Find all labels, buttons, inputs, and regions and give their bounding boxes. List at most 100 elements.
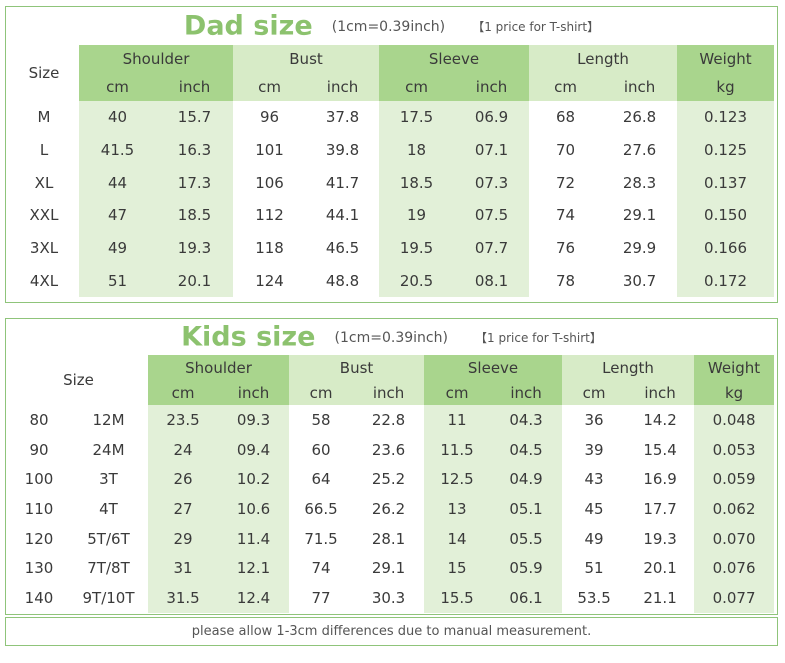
table-cell: 19.3 bbox=[626, 523, 695, 554]
table-row: M 40 15.7 96 37.8 17.5 06.9 68 26.8 0.123 bbox=[9, 101, 775, 134]
dad-header-bust: Bust bbox=[233, 45, 380, 73]
table-cell: 31 bbox=[148, 553, 219, 584]
table-cell: 118 bbox=[233, 231, 307, 265]
table-cell: 70 bbox=[529, 133, 603, 167]
table-cell: 100 bbox=[9, 464, 69, 495]
table-cell: 07.5 bbox=[454, 199, 530, 232]
table-cell: 74 bbox=[529, 199, 603, 232]
table-cell: 12.1 bbox=[218, 553, 290, 584]
table-cell: 18 bbox=[379, 133, 455, 167]
kids-header-unit: kg bbox=[694, 380, 775, 405]
footer-note: please allow 1-3cm differences due to ma… bbox=[191, 624, 592, 639]
table-cell: 23.5 bbox=[148, 405, 219, 435]
table-cell: 15.4 bbox=[626, 434, 695, 465]
kids-header-sleeve: Sleeve bbox=[424, 355, 563, 380]
dad-header-unit: cm bbox=[529, 73, 603, 101]
table-cell: 07.7 bbox=[454, 231, 530, 265]
table-cell: 39 bbox=[562, 434, 627, 465]
table-cell: 23.6 bbox=[353, 434, 425, 465]
table-cell: 14 bbox=[424, 523, 491, 554]
table-row: 80 12M 23.5 09.3 58 22.8 11 04.3 36 14.2 0.048 bbox=[9, 405, 775, 435]
table-cell: 66.5 bbox=[289, 494, 354, 524]
table-row: 130 7T/8T 31 12.1 74 29.1 15 05.9 51 20.1 0.076 bbox=[9, 553, 775, 584]
dad-header-size: Size bbox=[9, 45, 79, 101]
table-cell: 27.6 bbox=[602, 133, 678, 167]
table-row: 3XL 49 19.3 118 46.5 19.5 07.7 76 29.9 0.166 bbox=[9, 231, 775, 265]
table-cell: 0.166 bbox=[677, 231, 775, 265]
table-cell: 72 bbox=[529, 166, 603, 200]
dad-header-sleeve: Sleeve bbox=[379, 45, 530, 73]
table-cell: 49 bbox=[562, 523, 627, 554]
table-cell: 64 bbox=[289, 464, 354, 495]
table-cell: 0.059 bbox=[694, 464, 775, 495]
dad-price-note: 【1 price for T-shirt】 bbox=[472, 19, 600, 34]
table-cell: 120 bbox=[9, 523, 69, 554]
table-cell: 51 bbox=[562, 553, 627, 584]
table-cell: 5T/6T bbox=[69, 523, 149, 554]
table-cell: 17.5 bbox=[379, 101, 455, 134]
table-cell: 106 bbox=[233, 166, 307, 200]
kids-header-size: Size bbox=[9, 355, 149, 405]
kids-price-note: 【1 price for T-shirt】 bbox=[475, 330, 602, 345]
table-cell: 09.3 bbox=[218, 405, 290, 435]
table-cell: 76 bbox=[529, 231, 603, 265]
table-cell: 77 bbox=[289, 583, 354, 613]
table-cell: 25.2 bbox=[353, 464, 425, 495]
table-cell: 44.1 bbox=[306, 199, 380, 232]
dad-header-unit: cm bbox=[233, 73, 307, 101]
table-cell: 08.1 bbox=[454, 264, 530, 298]
table-cell: 60 bbox=[289, 434, 354, 465]
table-row: L 41.5 16.3 101 39.8 18 07.1 70 27.6 0.125 bbox=[9, 133, 775, 167]
table-cell: 29.1 bbox=[353, 553, 425, 584]
table-cell: 0.053 bbox=[694, 434, 775, 465]
dad-header-shoulder: Shoulder bbox=[79, 45, 234, 73]
table-row: XXL 47 18.5 112 44.1 19 07.5 74 29.1 0.150 bbox=[9, 199, 775, 232]
table-cell: 12M bbox=[69, 405, 149, 435]
table-cell: 46.5 bbox=[306, 231, 380, 265]
table-cell: 16.3 bbox=[156, 133, 234, 167]
table-cell: 3T bbox=[69, 464, 149, 495]
table-cell: 124 bbox=[233, 264, 307, 298]
table-cell: 4T bbox=[69, 494, 149, 524]
table-cell: 10.6 bbox=[218, 494, 290, 524]
table-row: 110 4T 27 10.6 66.5 26.2 13 05.1 45 17.7 0.062 bbox=[9, 494, 775, 524]
dad-header-unit: inch bbox=[156, 73, 234, 101]
kids-unit-note: (1cm=0.39inch) bbox=[334, 329, 448, 346]
table-row: 90 24M 24 09.4 60 23.6 11.5 04.5 39 15.4 0.053 bbox=[9, 434, 775, 465]
table-cell: 04.9 bbox=[490, 464, 563, 495]
table-cell: 26.8 bbox=[602, 101, 678, 134]
dad-unit-note: (1cm=0.39inch) bbox=[331, 18, 446, 35]
table-cell: 29.9 bbox=[602, 231, 678, 265]
kids-header-unit: cm bbox=[289, 380, 354, 405]
table-cell: 0.048 bbox=[694, 405, 775, 435]
table-cell: 44 bbox=[79, 166, 156, 200]
table-cell: 31.5 bbox=[148, 583, 219, 613]
table-cell: 27 bbox=[148, 494, 219, 524]
table-cell: 12.5 bbox=[424, 464, 491, 495]
table-cell: 0.062 bbox=[694, 494, 775, 524]
dad-size-table: Size Shoulder Bust Sleeve Length Weight … bbox=[9, 45, 775, 298]
table-cell: 15.5 bbox=[424, 583, 491, 613]
table-cell: 37.8 bbox=[306, 101, 380, 134]
table-cell: 43 bbox=[562, 464, 627, 495]
table-cell: 05.5 bbox=[490, 523, 563, 554]
table-cell: 28.1 bbox=[353, 523, 425, 554]
table-cell: 41.5 bbox=[79, 133, 156, 167]
table-cell: 0.123 bbox=[677, 101, 775, 134]
table-cell: 0.150 bbox=[677, 199, 775, 232]
kids-header-unit: cm bbox=[562, 380, 627, 405]
dad-title: Dad size bbox=[183, 10, 313, 42]
table-cell: 29 bbox=[148, 523, 219, 554]
table-cell: 09.4 bbox=[218, 434, 290, 465]
table-cell: 16.9 bbox=[626, 464, 695, 495]
table-cell: 48.8 bbox=[306, 264, 380, 298]
table-cell: M bbox=[9, 101, 79, 134]
kids-header-unit: inch bbox=[353, 380, 425, 405]
table-cell: 07.1 bbox=[454, 133, 530, 167]
table-row: 100 3T 26 10.2 64 25.2 12.5 04.9 43 16.9 0.059 bbox=[9, 464, 775, 495]
table-cell: 51 bbox=[79, 264, 156, 298]
table-cell: 49 bbox=[79, 231, 156, 265]
kids-header-unit: inch bbox=[218, 380, 290, 405]
table-row: 140 9T/10T 31.5 12.4 77 30.3 15.5 06.1 53.5 21.1 0… bbox=[9, 583, 775, 613]
table-cell: 78 bbox=[529, 264, 603, 298]
